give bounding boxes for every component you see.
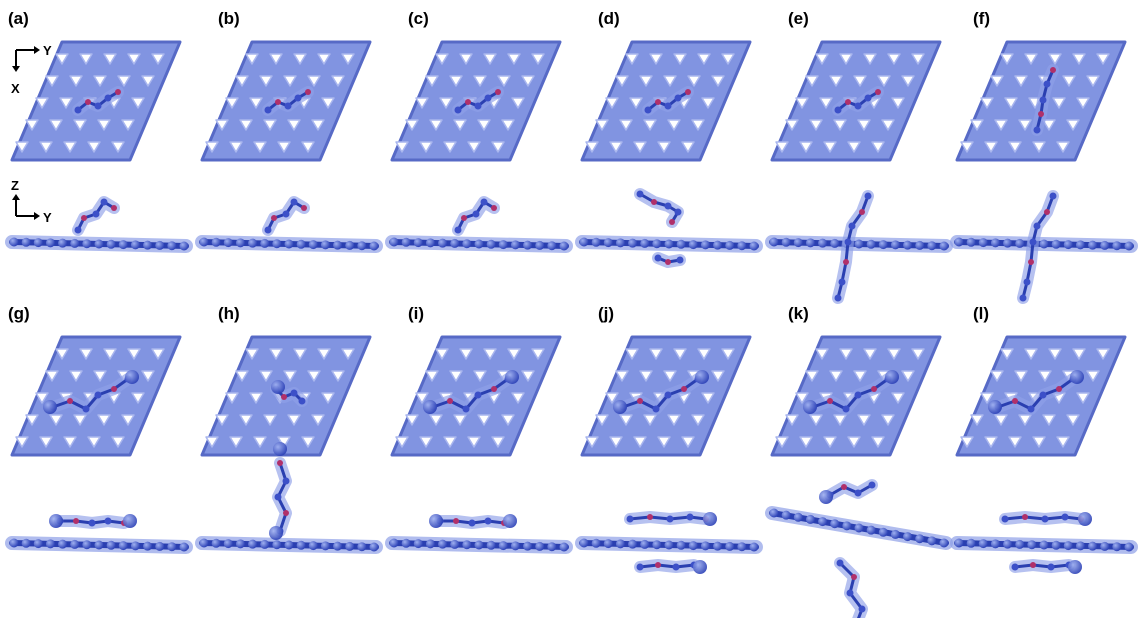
graphene-sheet-side [5,235,193,253]
lattice-holes [775,348,925,448]
panel-d: (d) [575,9,763,268]
terminal-atom [703,512,717,526]
terminal-atom [429,514,443,528]
panel-j: (j) [575,304,763,574]
adsorbate-side-below [652,252,686,268]
panel-k: (k) [765,304,953,618]
terminal-atom [423,400,437,414]
terminal-atom [505,370,519,384]
graphene-sheet-side [575,235,763,253]
adsorbate-side [832,190,874,304]
panel-a: (a) [5,9,193,253]
terminal-atom [123,514,137,528]
adsorbate-side [452,196,500,236]
panel-i: (i) [385,304,573,554]
adsorbate-top [832,86,884,116]
panel-label: (b) [218,9,240,28]
adsorbate-top [262,86,314,116]
terminal-atom [49,514,63,528]
terminal-atom [885,370,899,384]
terminal-atom [613,400,627,414]
panel-c: (c) [385,9,573,253]
terminal-atom [819,490,833,504]
panel-label: (f) [973,9,990,28]
panel-label: (i) [408,304,424,323]
panels-layer: (a) (b) (c) (d) (e) (f) (g) (h) (i) (j) (k) (l) [5,9,1138,618]
axis-x-label: X [11,81,20,96]
terminal-atom [273,442,287,456]
adsorbate-side-above [999,511,1087,525]
adsorbate-side [72,196,120,236]
panel-e: (e) [765,9,953,304]
graphene-sheet-side [385,536,573,554]
terminal-atom [1070,370,1084,384]
lattice-holes [205,53,355,153]
adsorbate-side-below [634,559,700,573]
terminal-atom [988,400,1002,414]
panel-label: (h) [218,304,240,323]
adsorbate-side [54,515,130,529]
axis-y-label-side: Y [43,210,52,225]
graphene-sheet-side [575,536,763,554]
panel-label: (e) [788,9,809,28]
panel-label: (c) [408,9,429,28]
graphene-sheet-side [385,235,573,253]
terminal-atom [695,370,709,384]
terminal-atom [269,526,283,540]
graphene-sheet-side [5,536,193,554]
panel-label: (k) [788,304,809,323]
panel-g: (g) [5,304,193,554]
panel-label: (a) [8,9,29,28]
graphene-sheet-side [765,506,953,550]
panel-b: (b) [195,9,383,253]
terminal-atom [1068,560,1082,574]
adsorbate-top [1031,64,1059,136]
graphene-sheet-side [950,536,1138,554]
panel-f: (f) [950,9,1138,304]
terminal-atom [693,560,707,574]
panel-l: (l) [950,304,1138,574]
terminal-atom [503,514,517,528]
panel-label: (l) [973,304,989,323]
axis-z-label: Z [11,178,19,193]
terminal-atom [271,380,285,394]
panel-label: (g) [8,304,30,323]
adsorbate-top [642,86,694,116]
adsorbate-side [1017,190,1059,304]
graphene-sheet-side [195,235,383,253]
axis-y-label: Y [43,43,52,58]
graphene-sheet-side [950,235,1138,253]
lattice-holes [15,53,165,153]
adsorbate-top [617,373,704,415]
terminal-atom [43,400,57,414]
adsorbate-top [72,86,124,116]
axis-indicator-top: Y X [11,43,52,96]
panel-label: (j) [598,304,614,323]
adsorbate-side [272,457,292,537]
panel-h: (h) [195,304,383,554]
graphene-sheet-side [765,235,953,253]
adsorbate-side-above [624,511,712,525]
adsorbate-side [434,515,510,529]
lattice-holes [585,53,735,153]
lattice-holes [15,348,165,448]
terminal-atom [1078,512,1092,526]
adsorbate-side-below [834,557,868,618]
lattice-holes [775,53,925,153]
adsorbate-side-below [1009,559,1075,573]
adsorbate-side-above [824,479,878,501]
terminal-atom [125,370,139,384]
adsorbate-side [262,196,310,236]
axis-indicator-side: Y Z [11,178,52,225]
adsorbate-top [452,86,504,116]
adsorbate-side-above [634,188,684,228]
panel-label: (d) [598,9,620,28]
terminal-atom [803,400,817,414]
graphene-sheet-side [195,536,383,554]
